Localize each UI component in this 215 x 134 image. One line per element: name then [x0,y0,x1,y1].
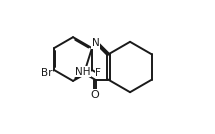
Text: F: F [95,68,101,78]
Text: Br: Br [41,68,52,78]
Text: NH: NH [75,67,91,77]
Text: N: N [92,38,99,48]
Text: O: O [91,90,99,100]
